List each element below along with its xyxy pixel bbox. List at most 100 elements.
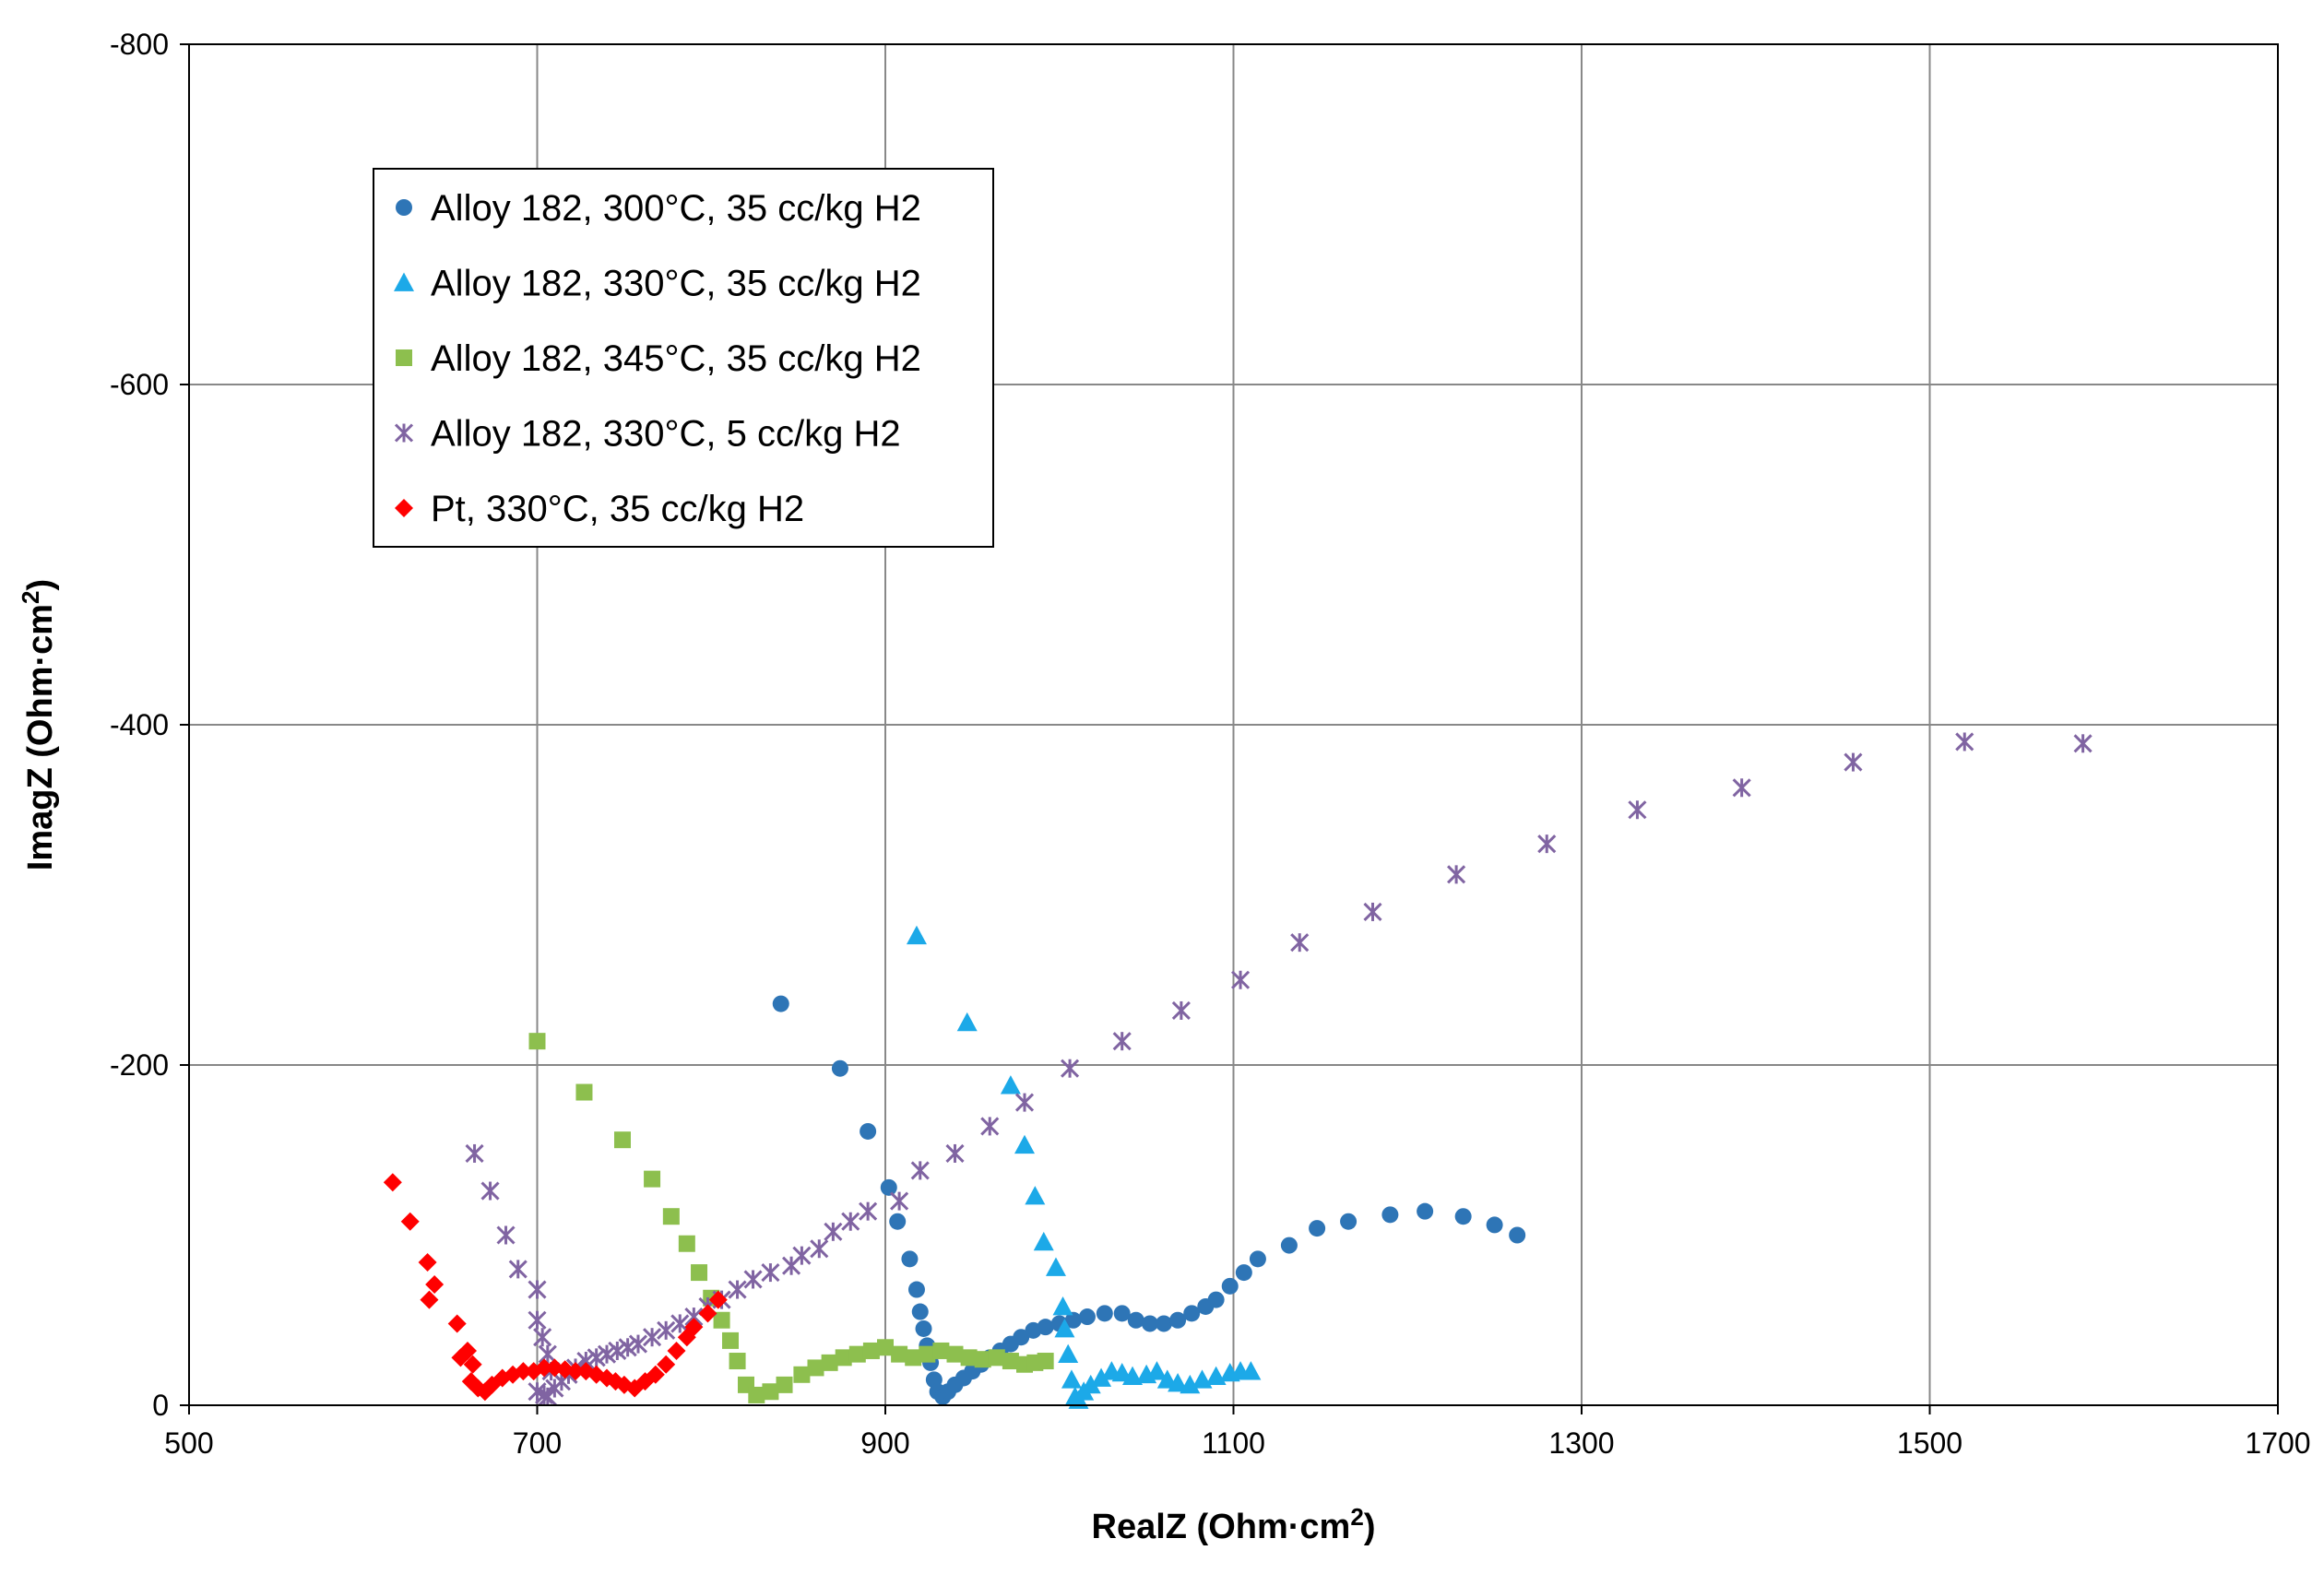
- data-point: [1955, 732, 1974, 751]
- series-2: [906, 925, 1262, 1409]
- legend-entry-label: Alloy 182, 330°C, 5 cc/kg H2: [431, 414, 901, 455]
- data-point: [1486, 1216, 1503, 1234]
- data-point: [901, 1250, 919, 1268]
- data-point: [891, 1345, 908, 1363]
- data-point: [657, 1355, 676, 1374]
- data-point: [1146, 1361, 1168, 1380]
- y-tick-label: 0: [152, 1389, 169, 1422]
- data-point: [1091, 1367, 1112, 1387]
- data-point: [905, 1349, 922, 1367]
- data-point: [662, 1208, 680, 1225]
- x-tick-label: 1100: [1202, 1426, 1265, 1460]
- data-point: [1240, 1361, 1262, 1380]
- data-point: [743, 1270, 763, 1289]
- data-point: [911, 1303, 929, 1320]
- data-point: [698, 1304, 717, 1323]
- legend-marker: [396, 199, 412, 216]
- data-point: [748, 1386, 765, 1403]
- data-point: [420, 1290, 439, 1309]
- data-point: [528, 1280, 547, 1299]
- data-point: [1156, 1315, 1172, 1332]
- data-point: [776, 1376, 793, 1393]
- data-point: [1417, 1202, 1434, 1220]
- legend-entry-label: Alloy 182, 330°C, 35 cc/kg H2: [431, 264, 921, 304]
- data-point: [835, 1349, 852, 1367]
- legend-entry-label: Alloy 182, 345°C, 35 cc/kg H2: [431, 338, 921, 379]
- y-axis-title: ImagZ (Ohm·cm2): [17, 579, 60, 870]
- data-point: [1014, 1093, 1035, 1112]
- data-point: [400, 1212, 420, 1231]
- data-point: [907, 1281, 925, 1298]
- data-point: [480, 1181, 500, 1201]
- data-point: [877, 1339, 894, 1356]
- data-point: [728, 1280, 747, 1299]
- data-point: [1509, 1226, 1526, 1244]
- data-point: [915, 1320, 932, 1337]
- x-axis-title: RealZ (Ohm·cm2): [1092, 1503, 1376, 1546]
- data-point: [946, 1345, 964, 1363]
- data-point: [980, 1117, 1000, 1136]
- data-point: [1183, 1305, 1201, 1322]
- data-point: [1061, 1369, 1082, 1389]
- data-point: [889, 1213, 907, 1230]
- x-tick-label: 1500: [1897, 1426, 1962, 1460]
- y-tick-label: -600: [110, 368, 169, 401]
- data-point: [1061, 1059, 1080, 1078]
- data-point: [1078, 1308, 1096, 1326]
- data-point: [932, 1342, 950, 1359]
- x-tick-label: 1300: [1548, 1426, 1614, 1460]
- data-point: [533, 1328, 552, 1347]
- data-point: [528, 1310, 547, 1330]
- data-point: [1171, 1000, 1191, 1021]
- data-point: [684, 1318, 704, 1337]
- y-tick-label: -400: [110, 708, 169, 741]
- data-point: [1064, 1311, 1082, 1329]
- x-tick-label: 1700: [2245, 1426, 2310, 1460]
- data-point: [1221, 1277, 1239, 1295]
- data-point: [821, 1354, 838, 1371]
- data-point: [859, 1201, 878, 1221]
- data-point: [496, 1225, 516, 1245]
- data-point: [644, 1170, 661, 1188]
- data-point: [575, 1083, 593, 1101]
- data-point: [1127, 1311, 1144, 1329]
- data-point: [628, 1334, 648, 1354]
- data-point: [824, 1222, 843, 1241]
- data-point: [1037, 1353, 1054, 1370]
- data-point: [1454, 1208, 1472, 1225]
- data-point: [974, 1351, 991, 1368]
- data-point: [1180, 1374, 1201, 1394]
- x-tick-label: 900: [860, 1426, 909, 1460]
- x-tick-label: 500: [164, 1426, 213, 1460]
- series-3: [528, 1033, 1054, 1403]
- data-point: [646, 1365, 665, 1384]
- data-point: [643, 1328, 662, 1347]
- data-point: [1113, 1305, 1131, 1322]
- data-point: [463, 1355, 482, 1374]
- data-point: [678, 1235, 695, 1252]
- data-point: [988, 1349, 1005, 1367]
- data-point: [807, 1359, 824, 1377]
- data-point: [1122, 1366, 1144, 1385]
- x-tick-label: 700: [513, 1426, 562, 1460]
- legend-box: [373, 168, 994, 548]
- data-point: [1037, 1319, 1054, 1336]
- data-point: [691, 1264, 708, 1282]
- data-point: [587, 1348, 606, 1367]
- data-point: [447, 1314, 467, 1333]
- data-point: [465, 1143, 484, 1164]
- data-point: [1033, 1231, 1054, 1251]
- data-point: [841, 1212, 860, 1231]
- data-point: [597, 1344, 617, 1364]
- data-point: [425, 1275, 445, 1295]
- data-point: [1290, 933, 1310, 953]
- data-point: [535, 1358, 554, 1378]
- data-point: [1054, 1318, 1075, 1338]
- data-point: [418, 1253, 437, 1272]
- data-point: [1025, 1186, 1046, 1205]
- data-point: [1309, 1220, 1326, 1237]
- data-point: [810, 1239, 829, 1259]
- data-point: [1141, 1315, 1158, 1332]
- data-point: [910, 1161, 930, 1180]
- data-point: [461, 1372, 480, 1391]
